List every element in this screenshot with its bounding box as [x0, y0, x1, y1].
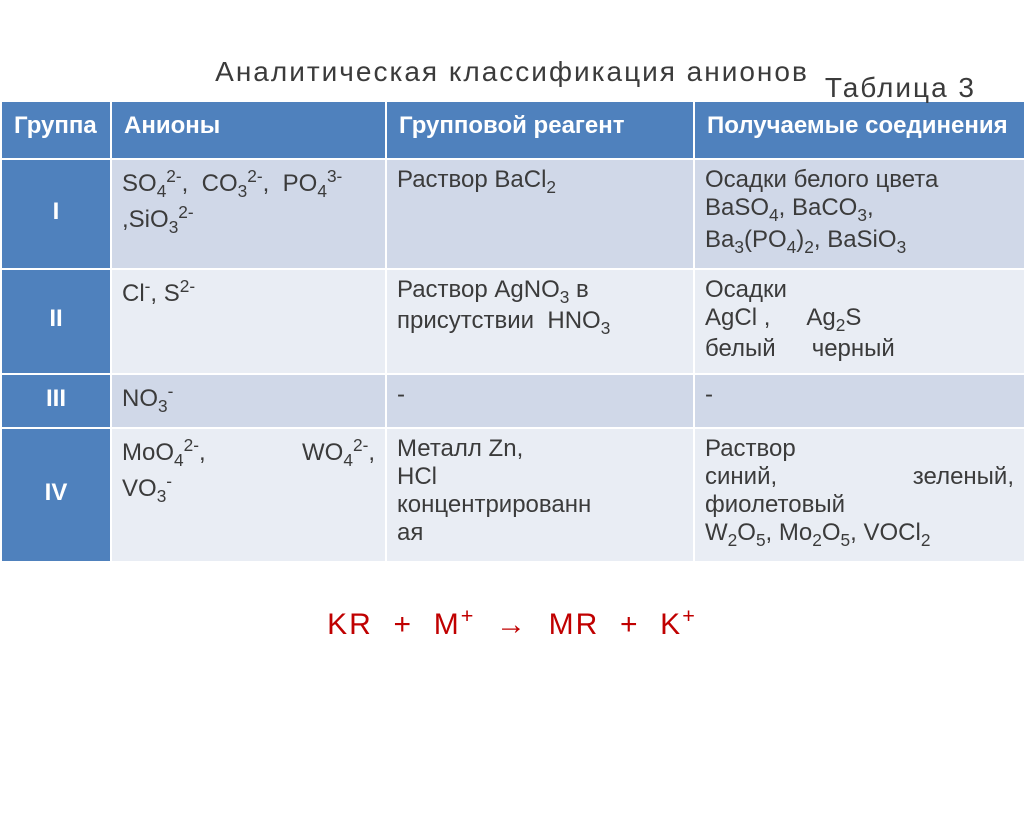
anions-cell: SO42-, CO32-, PO43-,SiO32- [111, 159, 386, 269]
compounds-cell: - [694, 374, 1024, 428]
reagent-cell: Раствор BaCl2 [386, 159, 694, 269]
group-cell: I [1, 159, 111, 269]
anions-cell: Cl-, S2- [111, 269, 386, 375]
anions-cell: MoO42-,WO42-,VO3- [111, 428, 386, 562]
table-row: II Cl-, S2- Раствор AgNO3 вприсутствии H… [1, 269, 1024, 375]
group-cell: II [1, 269, 111, 375]
table-header-row: Группа Анионы Групповой реагент Получаем… [1, 101, 1024, 159]
col-group: Группа [1, 101, 111, 159]
reaction-equation: KR + M+ → MR + K+ [0, 603, 1024, 642]
col-reagent: Групповой реагент [386, 101, 694, 159]
reagent-cell: Металл Zn,HClконцентрированная [386, 428, 694, 562]
group-cell: III [1, 374, 111, 428]
col-anions: Анионы [111, 101, 386, 159]
anions-cell: NO3- [111, 374, 386, 428]
group-cell: IV [1, 428, 111, 562]
col-compounds: Получаемые соединения [694, 101, 1024, 159]
table-caption-number: Таблица 3 [825, 72, 976, 104]
table-row: I SO42-, CO32-, PO43-,SiO32- Раствор BaC… [1, 159, 1024, 269]
table-row: III NO3- - - [1, 374, 1024, 428]
compounds-cell: Осадки белого цветаBaSO4, BaCO3,Ba3(PO4)… [694, 159, 1024, 269]
compounds-cell: ОсадкиAgCl ,Ag2Sбелыйчерный [694, 269, 1024, 375]
compounds-cell: Растворсиний,зеленый,фиолетовыйW2O5, Mo2… [694, 428, 1024, 562]
anion-classification-table: Группа Анионы Групповой реагент Получаем… [0, 100, 1024, 563]
reagent-cell: Раствор AgNO3 вприсутствии HNO3 [386, 269, 694, 375]
reagent-cell: - [386, 374, 694, 428]
table-row: IV MoO42-,WO42-,VO3- Металл Zn,HClконцен… [1, 428, 1024, 562]
